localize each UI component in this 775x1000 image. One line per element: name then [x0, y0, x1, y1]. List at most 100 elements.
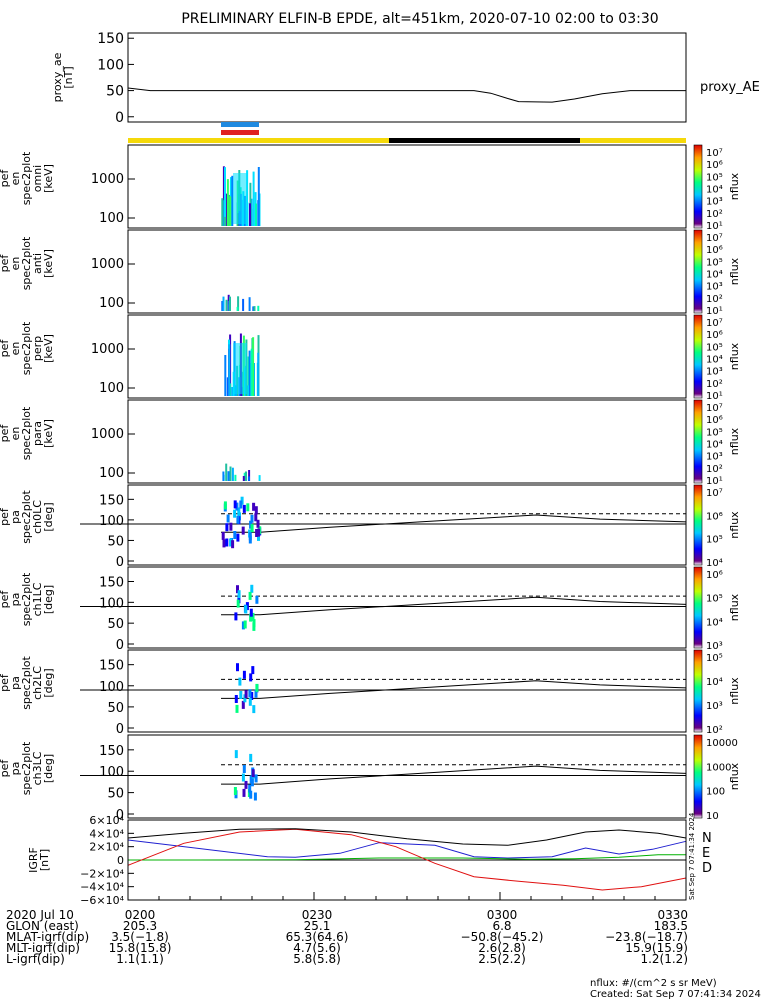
- pa-pixel: [226, 514, 230, 523]
- igrf-ytick-label: −6×10⁴: [80, 894, 124, 907]
- pa-pixel: [242, 504, 246, 513]
- pa-ylabel-line: spec2plot: [20, 656, 33, 710]
- pa-pixel: [244, 605, 248, 614]
- igrf-line-total: [127, 828, 687, 846]
- igrf-ytick-label: −2×10⁴: [80, 867, 124, 880]
- xrow-value: 0230: [302, 908, 333, 922]
- colorbar-tick-label: 10⁵: [706, 342, 723, 353]
- pa-pixel: [256, 519, 260, 528]
- ae-ylabel: proxy_ae[nT]: [51, 52, 75, 102]
- pa-pixel: [249, 753, 253, 762]
- igrf-ytick-label: 4×10⁴: [89, 827, 124, 840]
- pa-pixel: [250, 584, 254, 593]
- pa-pixel: [254, 506, 258, 515]
- ae-ytick-label: 150: [97, 31, 124, 47]
- spectrogram-pixel: [257, 352, 260, 396]
- spectrogram-pixel: [221, 301, 224, 311]
- spec-ylabel-line: anti: [31, 253, 44, 274]
- pa-ylabel-line: ch2LC: [31, 666, 44, 700]
- xrow-value: 5.8(5.8): [293, 952, 341, 966]
- spectrogram-pixel: [234, 474, 237, 481]
- colorbar-tick-label: 10⁴: [706, 185, 723, 196]
- pa-ylabel-line: spec2plot: [20, 490, 33, 544]
- pa-pixel: [243, 620, 247, 629]
- xrow-value: 2.5(2.2): [478, 952, 526, 966]
- pa-pixel: [242, 670, 246, 679]
- spectrogram-pixel: [237, 296, 240, 311]
- igrf-ylabel-line: [nT]: [38, 849, 51, 871]
- colorbar-tick-label: 10⁶: [706, 570, 723, 581]
- pa-pixel: [254, 774, 258, 783]
- igrf-legend-D: D: [702, 861, 712, 876]
- xrow-value: 2.6(2.8): [478, 941, 526, 955]
- igrf-legend-E: E: [702, 846, 710, 861]
- colorbar-tick-label: 10¹: [706, 221, 723, 232]
- pa-pixel: [243, 694, 247, 703]
- pa-ytick-label: 0: [116, 722, 124, 737]
- spectrogram-data: [221, 294, 260, 311]
- spectrogram-pixel: [250, 348, 253, 396]
- ae-ylabel-line: [nT]: [62, 66, 75, 88]
- spec-ylabel-line: en: [9, 172, 22, 186]
- pa-ylabel-line: [deg]: [42, 502, 55, 531]
- colorbar-tick-label: 10⁷: [706, 233, 723, 244]
- spectrogram-core: [233, 173, 247, 224]
- pa-pixel: [223, 501, 227, 510]
- pa-pixel: [242, 765, 246, 773]
- xrow-value: −23.8(−18.7): [605, 930, 688, 944]
- igrf-line-E: [128, 854, 686, 861]
- pa-pixel: [233, 531, 237, 539]
- spectrogram-pixel: [242, 476, 245, 481]
- igrf-line-N: [127, 839, 687, 859]
- colorbar: [693, 649, 703, 733]
- spectrogram-pixel: [231, 467, 234, 481]
- spec-ylabel-line: en: [9, 427, 22, 441]
- pa-ytick-label: 150: [99, 493, 124, 508]
- xrow-label: MLT-igrf(dip): [6, 941, 80, 955]
- colorbar-tick-label: 10²: [706, 209, 723, 220]
- pa-pixel: [229, 522, 233, 531]
- colorbar-label: nflux: [728, 427, 741, 455]
- pa-pixel: [252, 705, 256, 714]
- pa-pixel: [257, 528, 261, 537]
- spec-ytick-label: 100: [99, 466, 124, 481]
- pa-pixel: [237, 595, 241, 604]
- pa-pixel: [229, 538, 233, 547]
- igrf-ytick-label: −4×10⁴: [80, 881, 124, 894]
- pa-panel-frame: [127, 566, 687, 649]
- pa-pixel: [233, 509, 237, 518]
- colorbar-tick-label: 10⁵: [706, 594, 723, 605]
- igrf-ytick-label: 6×10⁴: [89, 814, 124, 827]
- pa-pixel: [251, 612, 255, 621]
- spectrogram-pixel: [257, 305, 260, 311]
- colorbar-tick-label: 10: [706, 811, 719, 822]
- pa-data: [234, 584, 259, 631]
- colorbar-tick-label: 10⁷: [706, 148, 723, 159]
- spec-ylabel-line: pef: [0, 339, 11, 358]
- colorbar-tick-label: 10³: [706, 701, 723, 712]
- igrf-ytick-label: 2×10⁴: [89, 841, 124, 854]
- spec-ylabel-line: pef: [0, 254, 11, 273]
- colorbar-label-group: nflux: [728, 342, 741, 370]
- spectrogram-data: [224, 333, 260, 396]
- ae-ytick-label: 100: [97, 57, 124, 73]
- footer-created: Created: Sat Sep 7 07:41:34 2024: [590, 989, 761, 1000]
- pa-pixel: [248, 697, 252, 706]
- pa-ytick-label: 100: [99, 514, 124, 529]
- spectrogram-pixel: [245, 471, 247, 481]
- spectrogram-pixel: [226, 377, 229, 396]
- xrow-value: 0330: [657, 908, 688, 922]
- colorbar-label: nflux: [728, 677, 741, 705]
- pa-ylabel-line: [deg]: [42, 754, 55, 783]
- colorbar-tick-label: 10⁵: [706, 653, 723, 664]
- spec-ytick-label: 100: [99, 381, 124, 396]
- spectrogram-pixel: [242, 298, 245, 311]
- pa-pixel: [236, 515, 240, 524]
- spec-ytick-label: 100: [99, 211, 124, 226]
- bar-top-marker: [221, 122, 259, 127]
- pa-pixel: [252, 619, 256, 628]
- spectrogram-pixel: [246, 385, 249, 396]
- spectrogram-pixel: [226, 179, 229, 226]
- spectrogram-pixel: [255, 203, 258, 226]
- pa-pixel: [237, 507, 241, 516]
